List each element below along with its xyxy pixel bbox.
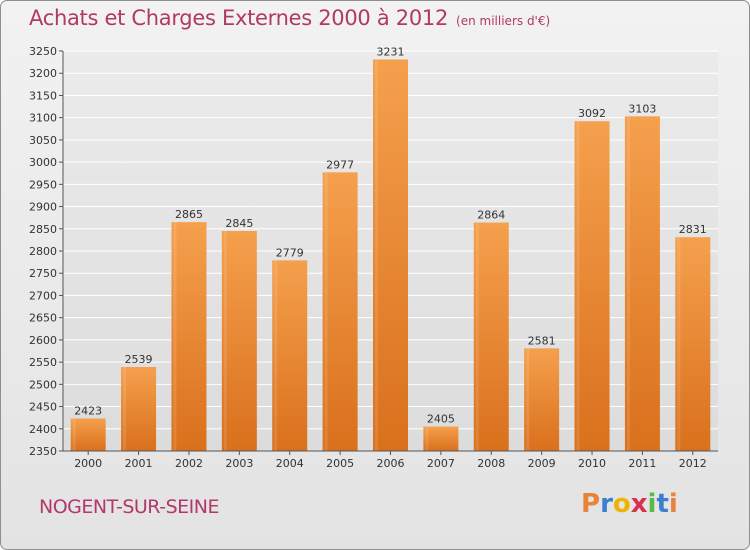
y-tick-label: 2650 xyxy=(29,312,57,325)
data-label: 2539 xyxy=(125,353,153,366)
bar xyxy=(574,121,610,451)
y-tick-label: 2800 xyxy=(29,245,57,258)
bar xyxy=(322,172,358,452)
x-tick-label: 2007 xyxy=(427,457,455,470)
x-tick-label: 2008 xyxy=(477,457,505,470)
bar xyxy=(675,237,711,451)
data-label: 2581 xyxy=(528,334,556,347)
bar xyxy=(423,426,459,451)
x-tick-label: 2003 xyxy=(225,457,253,470)
logo-letter: x xyxy=(630,489,648,519)
bar xyxy=(524,348,560,451)
y-tick-label: 2600 xyxy=(29,334,57,347)
bar-highlight xyxy=(123,367,127,451)
logo-letter: o xyxy=(612,489,631,519)
x-tick-label: 2001 xyxy=(125,457,153,470)
y-axis: 2350 2400 2450 2500 2550 2600 2650 2700 2750 2800… xyxy=(29,45,64,458)
data-label: 3231 xyxy=(377,45,405,58)
y-tick-label: 3000 xyxy=(29,156,57,169)
bar xyxy=(70,418,106,451)
bar-highlight xyxy=(173,222,177,451)
bar-highlight xyxy=(526,348,530,451)
x-tick-label: 2006 xyxy=(377,457,405,470)
data-label: 2865 xyxy=(175,208,203,221)
y-tick-label: 2950 xyxy=(29,178,57,191)
x-tick-label: 2009 xyxy=(528,457,556,470)
x-tick-label: 2002 xyxy=(175,457,203,470)
data-label: 3103 xyxy=(628,102,656,115)
y-tick-label: 3050 xyxy=(29,134,57,147)
bar xyxy=(121,367,157,451)
x-axis: 2000 2001 2002 2003 2004 2005 2006 2007 2008 2009… xyxy=(63,450,718,470)
y-tick-label: 3150 xyxy=(29,89,57,102)
bar-highlight xyxy=(223,231,227,451)
x-tick-label: 2005 xyxy=(326,457,354,470)
data-label: 2405 xyxy=(427,413,455,426)
bar xyxy=(171,222,207,451)
bar xyxy=(221,231,257,451)
y-tick-label: 2900 xyxy=(29,201,57,214)
x-tick-label: 2000 xyxy=(74,457,102,470)
bars: 2423 2539 2865 2845 2779 2977 3231 2405 2864 2581… xyxy=(70,45,711,452)
y-tick-label: 2400 xyxy=(29,423,57,436)
logo-letter: P xyxy=(581,489,601,519)
data-label: 2845 xyxy=(225,217,253,230)
data-label: 2423 xyxy=(74,405,102,418)
bar-highlight xyxy=(274,260,278,451)
bar-highlight xyxy=(324,172,328,452)
chart-unit: (en milliers d'€) xyxy=(456,14,551,28)
chart-title-block: Achats et Charges Externes 2000 à 2012 (e… xyxy=(29,6,550,30)
x-tick-label: 2010 xyxy=(578,457,606,470)
bar-highlight xyxy=(425,426,429,451)
data-label: 2864 xyxy=(477,209,505,222)
bar-highlight xyxy=(475,222,479,451)
y-tick-label: 2500 xyxy=(29,378,57,391)
y-tick-label: 2450 xyxy=(29,401,57,414)
bar-highlight xyxy=(375,59,378,451)
y-tick-label: 2850 xyxy=(29,223,57,236)
y-tick-label: 3200 xyxy=(29,67,57,80)
city-name: NOGENT-SUR-SEINE xyxy=(39,496,219,518)
y-tick-label: 2350 xyxy=(29,445,57,458)
bar xyxy=(373,59,408,451)
bar-highlight xyxy=(576,121,580,451)
x-tick-label: 2011 xyxy=(628,457,656,470)
data-label: 2779 xyxy=(276,246,304,259)
x-tick-label: 2012 xyxy=(679,457,707,470)
logo-letter: i xyxy=(647,489,657,519)
y-tick-label: 3250 xyxy=(29,45,57,58)
bar-highlight xyxy=(677,237,681,451)
y-tick-label: 3100 xyxy=(29,112,57,125)
logo-letter: t xyxy=(656,489,669,519)
bar-highlight xyxy=(72,418,76,451)
bar xyxy=(624,116,660,451)
data-label: 2977 xyxy=(326,158,354,171)
y-tick-label: 2700 xyxy=(29,289,57,302)
x-tick-label: 2004 xyxy=(276,457,304,470)
bar xyxy=(473,222,509,451)
bar-highlight xyxy=(626,116,630,451)
y-tick-label: 2550 xyxy=(29,356,57,369)
chart-title: Achats et Charges Externes 2000 à 2012 xyxy=(29,6,449,30)
bar xyxy=(272,260,308,451)
data-label: 3092 xyxy=(578,107,606,120)
y-tick-label: 2750 xyxy=(29,267,57,280)
logo-letter: r xyxy=(600,489,613,519)
data-label: 2831 xyxy=(679,223,707,236)
logo-letter: i xyxy=(668,489,678,519)
proxiti-logo: Proxiti xyxy=(581,489,678,519)
